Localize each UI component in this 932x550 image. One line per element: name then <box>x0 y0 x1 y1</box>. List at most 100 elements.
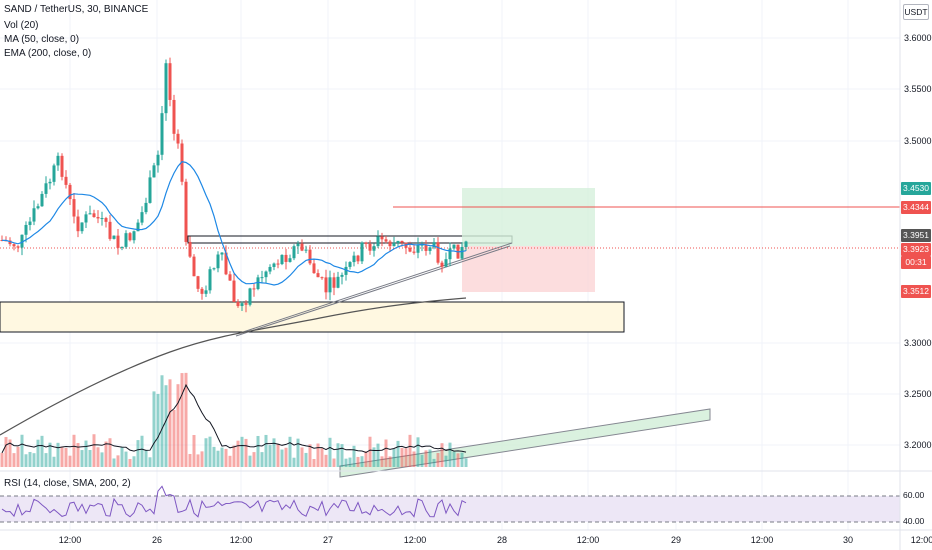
volume-bar <box>272 438 276 467</box>
volume-bar <box>104 441 108 467</box>
currency-selector[interactable]: USDT <box>903 4 929 20</box>
candle-body <box>36 206 40 209</box>
symbol-title[interactable]: SAND / TetherUS, 30, BINANCE <box>4 4 149 15</box>
candle-body <box>48 181 52 184</box>
volume-bar <box>448 442 452 467</box>
rsi-title[interactable]: RSI (14, close, SMA, 200, 2) <box>4 478 131 489</box>
volume-bar <box>196 454 200 467</box>
candle-body <box>184 181 188 242</box>
volume-bar <box>64 448 68 467</box>
candle-body <box>144 202 148 213</box>
countdown-tag: 00:31 <box>901 256 931 269</box>
volume-bar <box>52 456 56 467</box>
candles <box>0 57 468 313</box>
volume-bar <box>440 443 444 467</box>
candle-body <box>364 242 368 244</box>
volume-bar <box>20 434 24 467</box>
candle-body <box>348 262 352 267</box>
candle-body <box>316 273 320 278</box>
candle-body <box>252 288 256 290</box>
indicator-ema[interactable]: EMA (200, close, 0) <box>4 48 92 59</box>
volume-bar <box>312 458 316 467</box>
volume-bar <box>224 448 228 467</box>
candle-body <box>396 240 400 243</box>
candle-body <box>408 247 412 252</box>
last-price-tag: 3.3923 <box>901 243 931 256</box>
candle-body <box>424 244 428 251</box>
candle-body <box>160 113 164 155</box>
volume-bar <box>324 454 328 467</box>
volume-bar <box>456 453 460 467</box>
candle-body <box>340 274 344 277</box>
rsi-tick-60: 60.00 <box>903 490 925 500</box>
candle-body <box>436 242 440 263</box>
time-tick: 12:00 <box>230 535 253 545</box>
loss-zone[interactable] <box>462 246 595 292</box>
volume-bars <box>0 372 468 467</box>
time-tick: 27 <box>323 535 333 545</box>
candle-body <box>256 277 260 290</box>
volume-bar <box>296 438 300 467</box>
volume-bar <box>176 384 180 467</box>
candle-body <box>372 246 376 251</box>
candle-body <box>384 239 388 242</box>
candle-body <box>268 266 272 272</box>
indicator-ma[interactable]: MA (50, close, 0) <box>4 34 80 45</box>
price-tick: 3.5500 <box>904 84 932 94</box>
volume-bar <box>144 450 148 467</box>
candle-body <box>180 143 184 182</box>
volume-bar <box>260 452 264 467</box>
candle-body <box>64 176 68 185</box>
candle-body <box>272 263 276 267</box>
volume-bar <box>308 444 312 467</box>
price-axis[interactable]: 3.6000 3.5500 3.5000 3.3000 3.2500 3.2000 <box>904 33 932 450</box>
price-tick: 3.3000 <box>904 338 932 348</box>
volume-bar <box>84 440 88 467</box>
candle-body <box>332 277 336 288</box>
candle-body <box>152 165 156 178</box>
candle-body <box>240 303 244 307</box>
volume-bar <box>348 457 352 467</box>
profit-zone[interactable] <box>462 188 595 246</box>
trendline-1[interactable] <box>235 245 511 337</box>
trendline-2[interactable] <box>239 242 513 334</box>
candle-body <box>444 259 448 267</box>
time-axis[interactable]: 12:00 26 12:00 27 12:00 28 12:00 29 12:00 30 12:00 <box>59 535 932 545</box>
candle-body <box>196 276 200 289</box>
volume-bar <box>384 439 388 467</box>
volume-bar <box>376 443 380 467</box>
volume-bar <box>92 434 96 467</box>
candle-body <box>200 288 204 294</box>
volume-bar <box>368 436 372 467</box>
volume-bar <box>200 451 204 467</box>
volume-bar <box>424 450 428 467</box>
candle-body <box>112 235 116 239</box>
volume-bar <box>112 458 116 467</box>
volume-bar <box>344 458 348 467</box>
time-tick: 12:00 <box>751 535 774 545</box>
candle-body <box>124 233 128 247</box>
volume-bar <box>236 440 240 467</box>
candle-body <box>172 99 176 134</box>
candle-body <box>420 244 424 246</box>
volume-bar <box>184 372 188 467</box>
volume-bar <box>136 440 140 467</box>
ema-line <box>0 297 467 436</box>
candle-body <box>412 251 416 253</box>
volume-bar <box>416 437 420 467</box>
volume-bar <box>164 385 168 467</box>
volume-bar <box>204 438 208 467</box>
time-tick: 30 <box>843 535 853 545</box>
candle-body <box>120 246 124 248</box>
candle-body <box>392 242 396 247</box>
volume-bar <box>300 447 304 467</box>
support-zone[interactable] <box>0 301 625 333</box>
candle-body <box>388 241 392 247</box>
indicator-vol[interactable]: Vol (20) <box>4 20 39 31</box>
stop-price-tag: 3.3512 <box>901 285 931 298</box>
candle-body <box>84 214 88 223</box>
candle-body <box>16 246 20 248</box>
candle-body <box>8 240 12 245</box>
volume-bar <box>212 446 216 467</box>
